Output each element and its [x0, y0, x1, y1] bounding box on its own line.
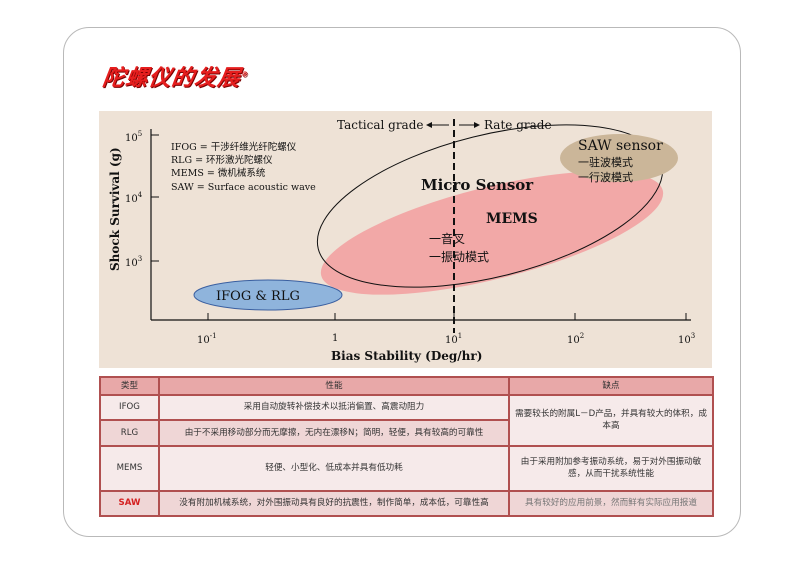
legend-item: RLG = 环形激光陀螺仪: [171, 154, 273, 166]
y-axis-title: Shock Survival (g): [108, 147, 122, 271]
y-tick-label: 104: [125, 191, 143, 205]
cell-performance: 采用自动旋转补偿技术以抵消偏置、高震动阻力: [158, 393, 510, 422]
x-axis-title: Bias Stability (Deg/hr): [331, 349, 482, 363]
cell-drawback: 由于采用附加参考振动系统，易于对外围振动敏感，从而干扰系统性能: [508, 444, 714, 492]
cell-performance: 轻便、小型化、低成本并具有低功耗: [158, 444, 510, 492]
table-row: IFOG 采用自动旋转补偿技术以抵消偏置、高震动阻力 需要较长的附属L－D产品，…: [99, 393, 714, 447]
y-tick-label: 105: [125, 130, 142, 144]
x-tick-label: 102: [567, 332, 584, 346]
gyro-diagram: Tactical grade Rate grade 103 104 105 10…: [108, 118, 695, 363]
ifog-rlg-label: IFOG & RLG: [216, 289, 300, 304]
table-row: RLG 由于不采用移动部分而无摩擦，无内在漂移N；简明，轻便，具有较高的可靠性: [99, 419, 713, 447]
ifog-rlg-region: [193, 279, 343, 311]
x-tick-label: 101: [445, 332, 462, 346]
header-type: 类型: [99, 376, 160, 396]
comparison-table-wrap: 类型 性能 缺点 IFOG 采用自动旋转补偿技术以抵消偏置、高震动阻力 需要较长…: [99, 376, 714, 518]
header-drawback: 缺点: [508, 376, 714, 396]
tactical-grade-label: Tactical grade: [337, 118, 424, 132]
saw-region: [560, 134, 678, 182]
x-tick-label: 103: [678, 332, 695, 346]
rate-grade-label: Rate grade: [484, 118, 552, 132]
y-tick-label: 103: [125, 255, 142, 269]
tactical-arrow-head: [426, 122, 432, 128]
legend-item: MEMS = 微机械系统: [171, 167, 266, 179]
saw-item: 一行波模式: [578, 171, 633, 184]
cell-performance: 没有附加机械系统，对外围振动具有良好的抗震性，制作简单，成本低，可靠性高: [158, 489, 510, 518]
mems-item: 一振动模式: [429, 250, 489, 264]
legend-item: SAW = Surface acoustic wave: [171, 182, 316, 193]
mems-region: [320, 171, 664, 295]
page-title: 陀螺仪的发展®: [100, 66, 250, 91]
x-tick-label: 10-1: [197, 332, 217, 346]
chart-panel: Tactical grade Rate grade 103 104 105 10…: [99, 111, 712, 368]
table-row: MEMS 轻便、小型化、低成本并具有低功耗 由于采用附加参考振动系统，易于对外围…: [99, 444, 714, 492]
cell-shared-drawback: 需要较长的附属L－D产品，并具有较大的体积，成本高: [508, 394, 714, 447]
cell-type: IFOG: [99, 393, 160, 422]
header-performance: 性能: [158, 376, 510, 396]
saw-label: SAW sensor: [578, 138, 663, 154]
cell-drawback: 具有较好的应用前景，然而鲜有实际应用报道: [508, 489, 714, 518]
cell-performance: 由于不采用移动部分而无摩擦，无内在漂移N；简明，轻便，具有较高的可靠性: [158, 419, 510, 447]
saw-item: 一驻波模式: [578, 155, 633, 169]
cell-type: RLG: [99, 419, 160, 447]
cell-type: MEMS: [99, 444, 160, 492]
table-row: SAW 没有附加机械系统，对外围振动具有良好的抗震性，制作简单，成本低，可靠性高…: [99, 489, 714, 518]
rate-arrow-head: [474, 122, 480, 128]
mems-item: 一音叉: [429, 231, 465, 246]
micro-sensor-label: Micro Sensor: [421, 176, 534, 194]
legend-item: IFOG = 干涉纤维光纤陀螺仪: [171, 141, 297, 153]
comparison-table: 类型 性能 缺点 IFOG 采用自动旋转补偿技术以抵消偏置、高震动阻力 需要较长…: [99, 376, 714, 518]
mems-label: MEMS: [486, 211, 538, 227]
cell-type: SAW: [99, 489, 160, 518]
x-tick-label: 1: [332, 333, 338, 344]
